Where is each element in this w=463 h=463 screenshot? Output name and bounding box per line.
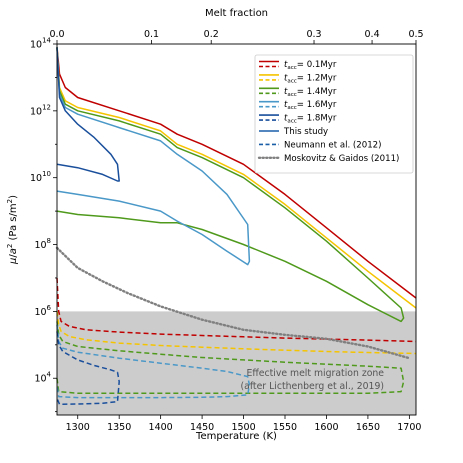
legend-label: tacc= 1.6Myr <box>284 100 337 111</box>
zone-label: Effective melt migration zone <box>247 368 385 379</box>
axis-text: Temperature (K) Melt fraction μ/a2 (Pa s… <box>6 8 277 442</box>
legend-label: tacc= 1.8Myr <box>284 114 337 125</box>
x-tick-label: 1300 <box>66 422 90 433</box>
top-tick-label: 0.1 <box>144 29 159 40</box>
legend-label: tacc= 0.1Myr <box>284 60 337 71</box>
top-tick-label: 0.0 <box>49 29 64 40</box>
top-tick-label: 0.4 <box>365 29 380 40</box>
y-tick-label: 106 <box>34 304 51 318</box>
series-line <box>56 47 417 309</box>
top-tick-label: 0.2 <box>204 29 219 40</box>
legend-entry: Neumann et al. (2012) <box>259 140 382 150</box>
legend-label: tacc= 1.4Myr <box>284 87 337 98</box>
y-tick-label: 1012 <box>30 103 51 117</box>
series-line <box>56 321 405 395</box>
series-line <box>56 47 251 266</box>
series-line <box>55 246 411 360</box>
series-lines <box>55 47 417 406</box>
legend-label: Moskovitz & Gaidos (2011) <box>284 154 399 164</box>
series-line <box>56 324 251 399</box>
legend-entry: tacc= 0.1Myr <box>259 60 337 71</box>
legend-label: tacc= 1.2Myr <box>284 73 337 84</box>
legend-entry: tacc= 1.4Myr <box>259 87 337 98</box>
series-line <box>56 47 120 182</box>
legend-label: This study <box>283 127 328 137</box>
x-tick-label: 1700 <box>397 422 421 433</box>
series-line <box>56 277 417 343</box>
series-line <box>56 331 120 406</box>
top-axis-label: Melt fraction <box>205 8 268 19</box>
legend-entry: Moskovitz & Gaidos (2011) <box>257 154 399 164</box>
x-tick-label: 1400 <box>149 422 173 433</box>
series-line <box>56 47 417 299</box>
x-tick-label: 1500 <box>231 422 255 433</box>
legend-entry: tacc= 1.2Myr <box>259 73 337 84</box>
legend-box <box>254 54 414 174</box>
plot-frame <box>56 43 417 416</box>
series-line <box>56 47 405 323</box>
y-tick-label: 108 <box>34 237 51 251</box>
x-tick-label: 1600 <box>314 422 338 433</box>
legend-entry: tacc= 1.6Myr <box>259 100 337 111</box>
x-axis-label: Temperature (K) <box>195 431 277 442</box>
y-axis-label: μ/a2 (Pa s/m2) <box>6 195 19 265</box>
x-tick-label: 1450 <box>190 422 214 433</box>
legend-label: Neumann et al. (2012) <box>284 140 382 150</box>
zone-label: (after Licthenberg et al., 2019) <box>241 381 385 392</box>
top-tick-label: 0.3 <box>306 29 321 40</box>
legend: tacc= 0.1Myr tacc= 1.2Myr tacc= 1.4Myr tacc… <box>254 54 414 174</box>
axis-ticks: 1300 1350 1400 1450 1500 1550 1600 1650 1700 0.0 0… <box>30 29 424 433</box>
top-tick-label: 0.5 <box>408 29 423 40</box>
legend-entry: This study <box>259 127 328 137</box>
y-tick-label: 1010 <box>30 170 51 184</box>
x-tick-label: 1550 <box>273 422 297 433</box>
series-line <box>56 311 417 355</box>
x-tick-label: 1350 <box>107 422 131 433</box>
y-tick-label: 104 <box>34 371 51 385</box>
x-tick-label: 1650 <box>356 422 380 433</box>
y-tick-label: 1014 <box>30 37 52 51</box>
legend-entry: tacc= 1.8Myr <box>259 114 337 125</box>
